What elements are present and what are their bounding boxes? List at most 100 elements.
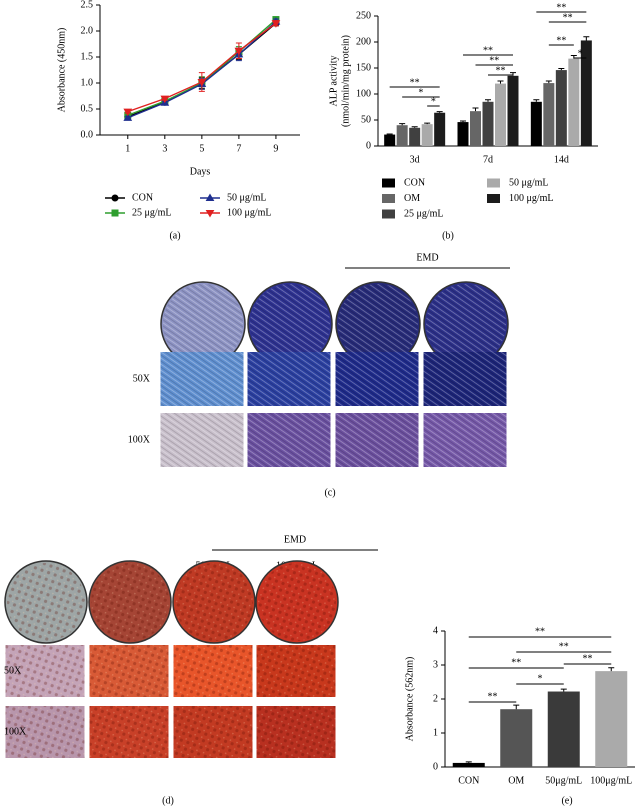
- well-texture: [91, 563, 169, 641]
- significance-label: **: [535, 626, 545, 637]
- micrograph-texture: [256, 645, 336, 697]
- significance-label: **: [556, 35, 566, 46]
- error-bar: [570, 55, 577, 59]
- bar: [482, 101, 494, 146]
- row-label: 50X: [4, 665, 22, 676]
- bar: [547, 691, 580, 767]
- bar: [384, 134, 396, 146]
- y-tick-label: 0: [366, 140, 371, 151]
- panel-label: (d): [162, 795, 174, 806]
- well-texture: [338, 284, 418, 364]
- x-tick-label: 3: [162, 143, 167, 154]
- micrograph-texture: [160, 352, 244, 406]
- x-tick-label: 5: [199, 143, 204, 154]
- bar: [470, 111, 481, 146]
- y-tick-label: 4: [433, 625, 438, 636]
- well-texture: [175, 563, 253, 641]
- y-tick-label: 250: [356, 10, 371, 21]
- bar: [500, 709, 533, 767]
- legend-label: 100 μg/mL: [227, 207, 272, 218]
- y-tick-label: 1.5: [81, 51, 94, 62]
- error-bar: [465, 761, 472, 763]
- bar: [396, 125, 408, 146]
- x-tick-label: 1: [125, 143, 130, 154]
- bar: [530, 101, 542, 146]
- bar: [409, 127, 421, 146]
- y-tick-label: 3: [433, 659, 438, 670]
- significance-label: **: [563, 12, 573, 23]
- well-texture: [258, 563, 336, 641]
- significance-label: *: [578, 48, 583, 59]
- bar: [543, 83, 555, 146]
- series-line: [127, 22, 277, 113]
- error-bar: [472, 107, 479, 112]
- error-bar: [436, 111, 443, 113]
- y-tick-label: 0: [433, 761, 438, 772]
- error-bar: [533, 99, 540, 102]
- significance-label: **: [583, 653, 593, 664]
- bar: [580, 40, 592, 146]
- y-axis-label: (nmol/min/mg protein): [340, 35, 351, 127]
- bar: [507, 75, 519, 146]
- y-tick-label: 2.5: [81, 0, 94, 10]
- legend-label: 25 μg/mL: [404, 208, 444, 219]
- error-bar: [513, 704, 520, 710]
- bar: [434, 112, 446, 146]
- micrograph-texture: [89, 706, 169, 758]
- error-bar: [583, 36, 590, 41]
- significance-label: **: [483, 45, 493, 56]
- y-axis-label: Absorbance (450nm): [56, 28, 67, 113]
- x-tick-label: CON: [458, 775, 479, 786]
- error-bar: [460, 120, 466, 123]
- marker: [205, 193, 215, 201]
- legend-label: CON: [404, 177, 425, 188]
- micrograph-texture: [247, 352, 331, 406]
- bar: [421, 124, 433, 146]
- bar: [452, 762, 485, 767]
- marker: [123, 108, 133, 117]
- y-tick-label: 0.5: [81, 103, 94, 114]
- series-line: [127, 22, 277, 118]
- legend-swatch: [382, 194, 395, 203]
- x-tick-label: 3d: [410, 154, 420, 165]
- group-label: EMD: [416, 252, 438, 263]
- legend-label: 100 μg/mL: [509, 193, 554, 204]
- error-bar: [411, 126, 418, 128]
- y-tick-label: 150: [356, 62, 371, 73]
- significance-label: *: [538, 673, 543, 684]
- legend-swatch: [382, 178, 395, 188]
- y-tick-label: 2.0: [81, 25, 94, 36]
- series-line: [127, 19, 277, 116]
- y-tick-label: 2: [433, 693, 438, 704]
- micrograph-texture: [5, 706, 85, 758]
- y-tick-label: 1: [433, 727, 438, 738]
- marker: [197, 78, 207, 87]
- marker: [234, 47, 244, 56]
- bar: [595, 671, 628, 767]
- y-tick-label: 50: [361, 114, 371, 125]
- marker: [205, 210, 215, 218]
- bar: [555, 70, 567, 146]
- error-bar: [485, 99, 491, 102]
- well-texture: [163, 284, 243, 364]
- x-tick-label: 14d: [554, 154, 569, 165]
- error-bar: [545, 80, 552, 84]
- panel-label: (a): [169, 230, 180, 241]
- x-tick-label: OM: [508, 775, 524, 786]
- bar: [568, 58, 580, 146]
- x-tick-label: 7: [236, 143, 241, 154]
- marker: [111, 194, 119, 202]
- marker: [271, 20, 281, 28]
- legend-label: CON: [132, 192, 153, 203]
- micrograph-texture: [173, 645, 253, 697]
- error-bar: [608, 667, 615, 672]
- micrograph-texture: [423, 352, 507, 406]
- marker: [160, 95, 170, 104]
- y-axis-label: ALP activity: [328, 55, 339, 106]
- well-texture: [7, 563, 85, 641]
- micrograph-texture: [173, 706, 253, 758]
- error-bar: [399, 123, 406, 126]
- marker: [111, 209, 119, 217]
- y-tick-label: 100: [356, 88, 371, 99]
